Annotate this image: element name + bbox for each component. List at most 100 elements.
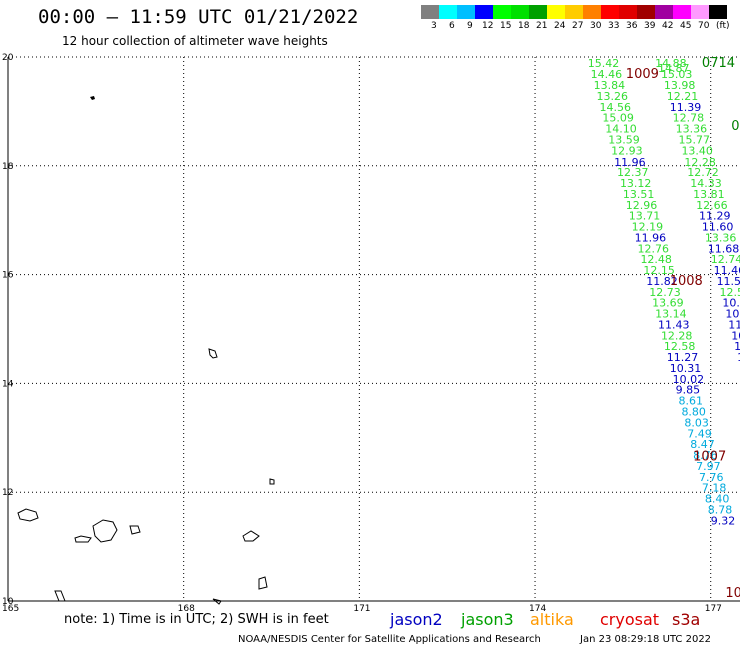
island-outline xyxy=(17,508,39,522)
color-scale-swatch xyxy=(691,5,709,19)
satellite-legend-altika: altika xyxy=(530,610,574,629)
wave-height-label: 13.36 xyxy=(705,231,737,244)
color-scale-label: 70 xyxy=(698,21,710,31)
island-outline xyxy=(74,535,92,543)
wave-height-label: 13.14 xyxy=(655,308,687,321)
color-scale-label: 9 xyxy=(467,21,473,31)
color-scale-swatch xyxy=(655,5,673,19)
island-outline xyxy=(90,96,95,100)
color-scale-swatch xyxy=(457,5,475,19)
wave-height-label: 11.04 xyxy=(734,340,740,353)
wave-height-label: 8.03 xyxy=(684,416,709,429)
island-outline xyxy=(212,598,222,605)
pressure-label: 1009 xyxy=(626,67,659,82)
wave-height-label: 10.90 xyxy=(725,308,740,321)
wave-height-label: 12.15 xyxy=(643,264,675,277)
wave-height-label: 13.98 xyxy=(664,79,696,92)
wave-height-label: 14.10 xyxy=(605,123,637,136)
wave-height-label: 11.27 xyxy=(667,351,699,364)
y-tick-label: 10 xyxy=(2,597,14,607)
wave-height-label: 14.46 xyxy=(591,68,623,81)
color-scale-label: 3 xyxy=(431,21,437,31)
wave-height-label: 11.46 xyxy=(714,264,740,277)
wave-height-label: 11.96 xyxy=(635,231,667,244)
island-outline xyxy=(258,576,268,590)
wave-height-label: 11.43 xyxy=(658,318,690,331)
x-tick-label: 171 xyxy=(353,604,370,614)
island-outline xyxy=(92,519,118,543)
wave-height-label: 13.51 xyxy=(623,188,655,201)
wave-height-label: 12.21 xyxy=(667,90,699,103)
color-scale-label: 45 xyxy=(680,21,692,31)
color-scale-bar xyxy=(421,5,727,19)
color-scale-label: 30 xyxy=(590,21,602,31)
wave-height-label: 12.58 xyxy=(720,286,740,299)
footer-org: NOAA/NESDIS Center for Satellite Applica… xyxy=(238,634,541,645)
color-scale-label: 15 xyxy=(500,21,512,31)
wave-height-label: 10.61 xyxy=(722,297,740,310)
annotations: 0714071507161009100810071006 xyxy=(626,56,740,601)
wave-height-label: 8.80 xyxy=(681,405,706,418)
wave-height-label: 11.29 xyxy=(699,210,731,223)
pressure-label: 1008 xyxy=(670,274,703,289)
wave-height-label: 12.66 xyxy=(696,199,728,212)
wave-height-label: 14.87 xyxy=(658,62,690,75)
wave-height-label: 11.19 xyxy=(728,318,740,331)
wave-height-label: 11.68 xyxy=(708,242,740,255)
wave-height-label: 12.76 xyxy=(638,242,670,255)
wave-height-label: 10.02 xyxy=(673,373,705,386)
land-outlines xyxy=(17,96,275,605)
wave-height-label: 12.37 xyxy=(617,166,649,179)
color-scale-swatch xyxy=(637,5,655,19)
wave-height-label: 9.32 xyxy=(711,514,736,527)
y-tick-label: 16 xyxy=(2,271,14,281)
wave-height-label: 12.28 xyxy=(684,156,716,169)
y-tick-label: 14 xyxy=(2,379,14,389)
satellite-legend-s3a: s3a xyxy=(672,610,701,629)
color-scale-label: 36 xyxy=(626,21,638,31)
time-label: 0715 xyxy=(731,119,740,134)
wave-height-label: 7.97 xyxy=(696,460,721,473)
satellite-legend-jason2: jason2 xyxy=(390,610,443,629)
legend-note: note: 1) Time is in UTC; 2) SWH is in fe… xyxy=(64,612,329,627)
wave-height-label: 7.76 xyxy=(699,471,724,484)
x-tick-label: 165 xyxy=(2,604,19,614)
wave-height-label: 8.47 xyxy=(690,438,715,451)
wave-height-label: 14.33 xyxy=(690,177,722,190)
color-scale-swatch xyxy=(601,5,619,19)
wave-height-label: 13.69 xyxy=(652,297,684,310)
wave-height-label: 15.03 xyxy=(661,68,693,81)
wave-height-label: 10.41 xyxy=(731,329,740,342)
color-scale-label: 6 xyxy=(449,21,455,31)
wave-height-label: 13.26 xyxy=(597,90,629,103)
color-scale-label: 24 xyxy=(554,21,566,31)
wave-height-points: 15.4214.4613.8413.2614.5615.0914.1013.59… xyxy=(588,57,740,528)
wave-height-label: 10.31 xyxy=(670,362,702,375)
map-title: 00:00 – 11:59 UTC 01/21/2022 xyxy=(38,6,359,28)
island-outline xyxy=(129,525,141,535)
wave-height-label: 7.18 xyxy=(702,482,727,495)
color-scale-label: 27 xyxy=(572,21,584,31)
satellite-legend-jason3: jason3 xyxy=(461,610,514,629)
island-outline xyxy=(54,590,66,602)
wave-height-label: 12.73 xyxy=(649,286,681,299)
wave-height-label: 13.71 xyxy=(629,210,661,223)
y-tick-label: 12 xyxy=(2,488,13,498)
wave-height-label: 13.81 xyxy=(693,188,725,201)
wave-height-label: 12.72 xyxy=(687,166,719,179)
wave-height-label: 10.93 xyxy=(737,351,740,364)
color-scale-swatch xyxy=(565,5,583,19)
color-scale-swatch xyxy=(421,5,439,19)
wave-height-label: 15.77 xyxy=(679,133,711,146)
color-scale-swatch xyxy=(511,5,529,19)
wave-height-label: 14.56 xyxy=(599,101,631,114)
y-tick-label: 20 xyxy=(2,53,14,63)
color-scale-swatch xyxy=(475,5,493,19)
x-tick-label: 174 xyxy=(529,604,546,614)
wave-height-label: 8.61 xyxy=(679,395,704,408)
wave-height-label: 15.42 xyxy=(588,57,620,70)
wave-height-label: 12.96 xyxy=(626,199,658,212)
wave-height-label: 12.58 xyxy=(664,340,696,353)
pressure-label: 1007 xyxy=(693,450,726,465)
wave-height-label: 12.74 xyxy=(711,253,740,266)
